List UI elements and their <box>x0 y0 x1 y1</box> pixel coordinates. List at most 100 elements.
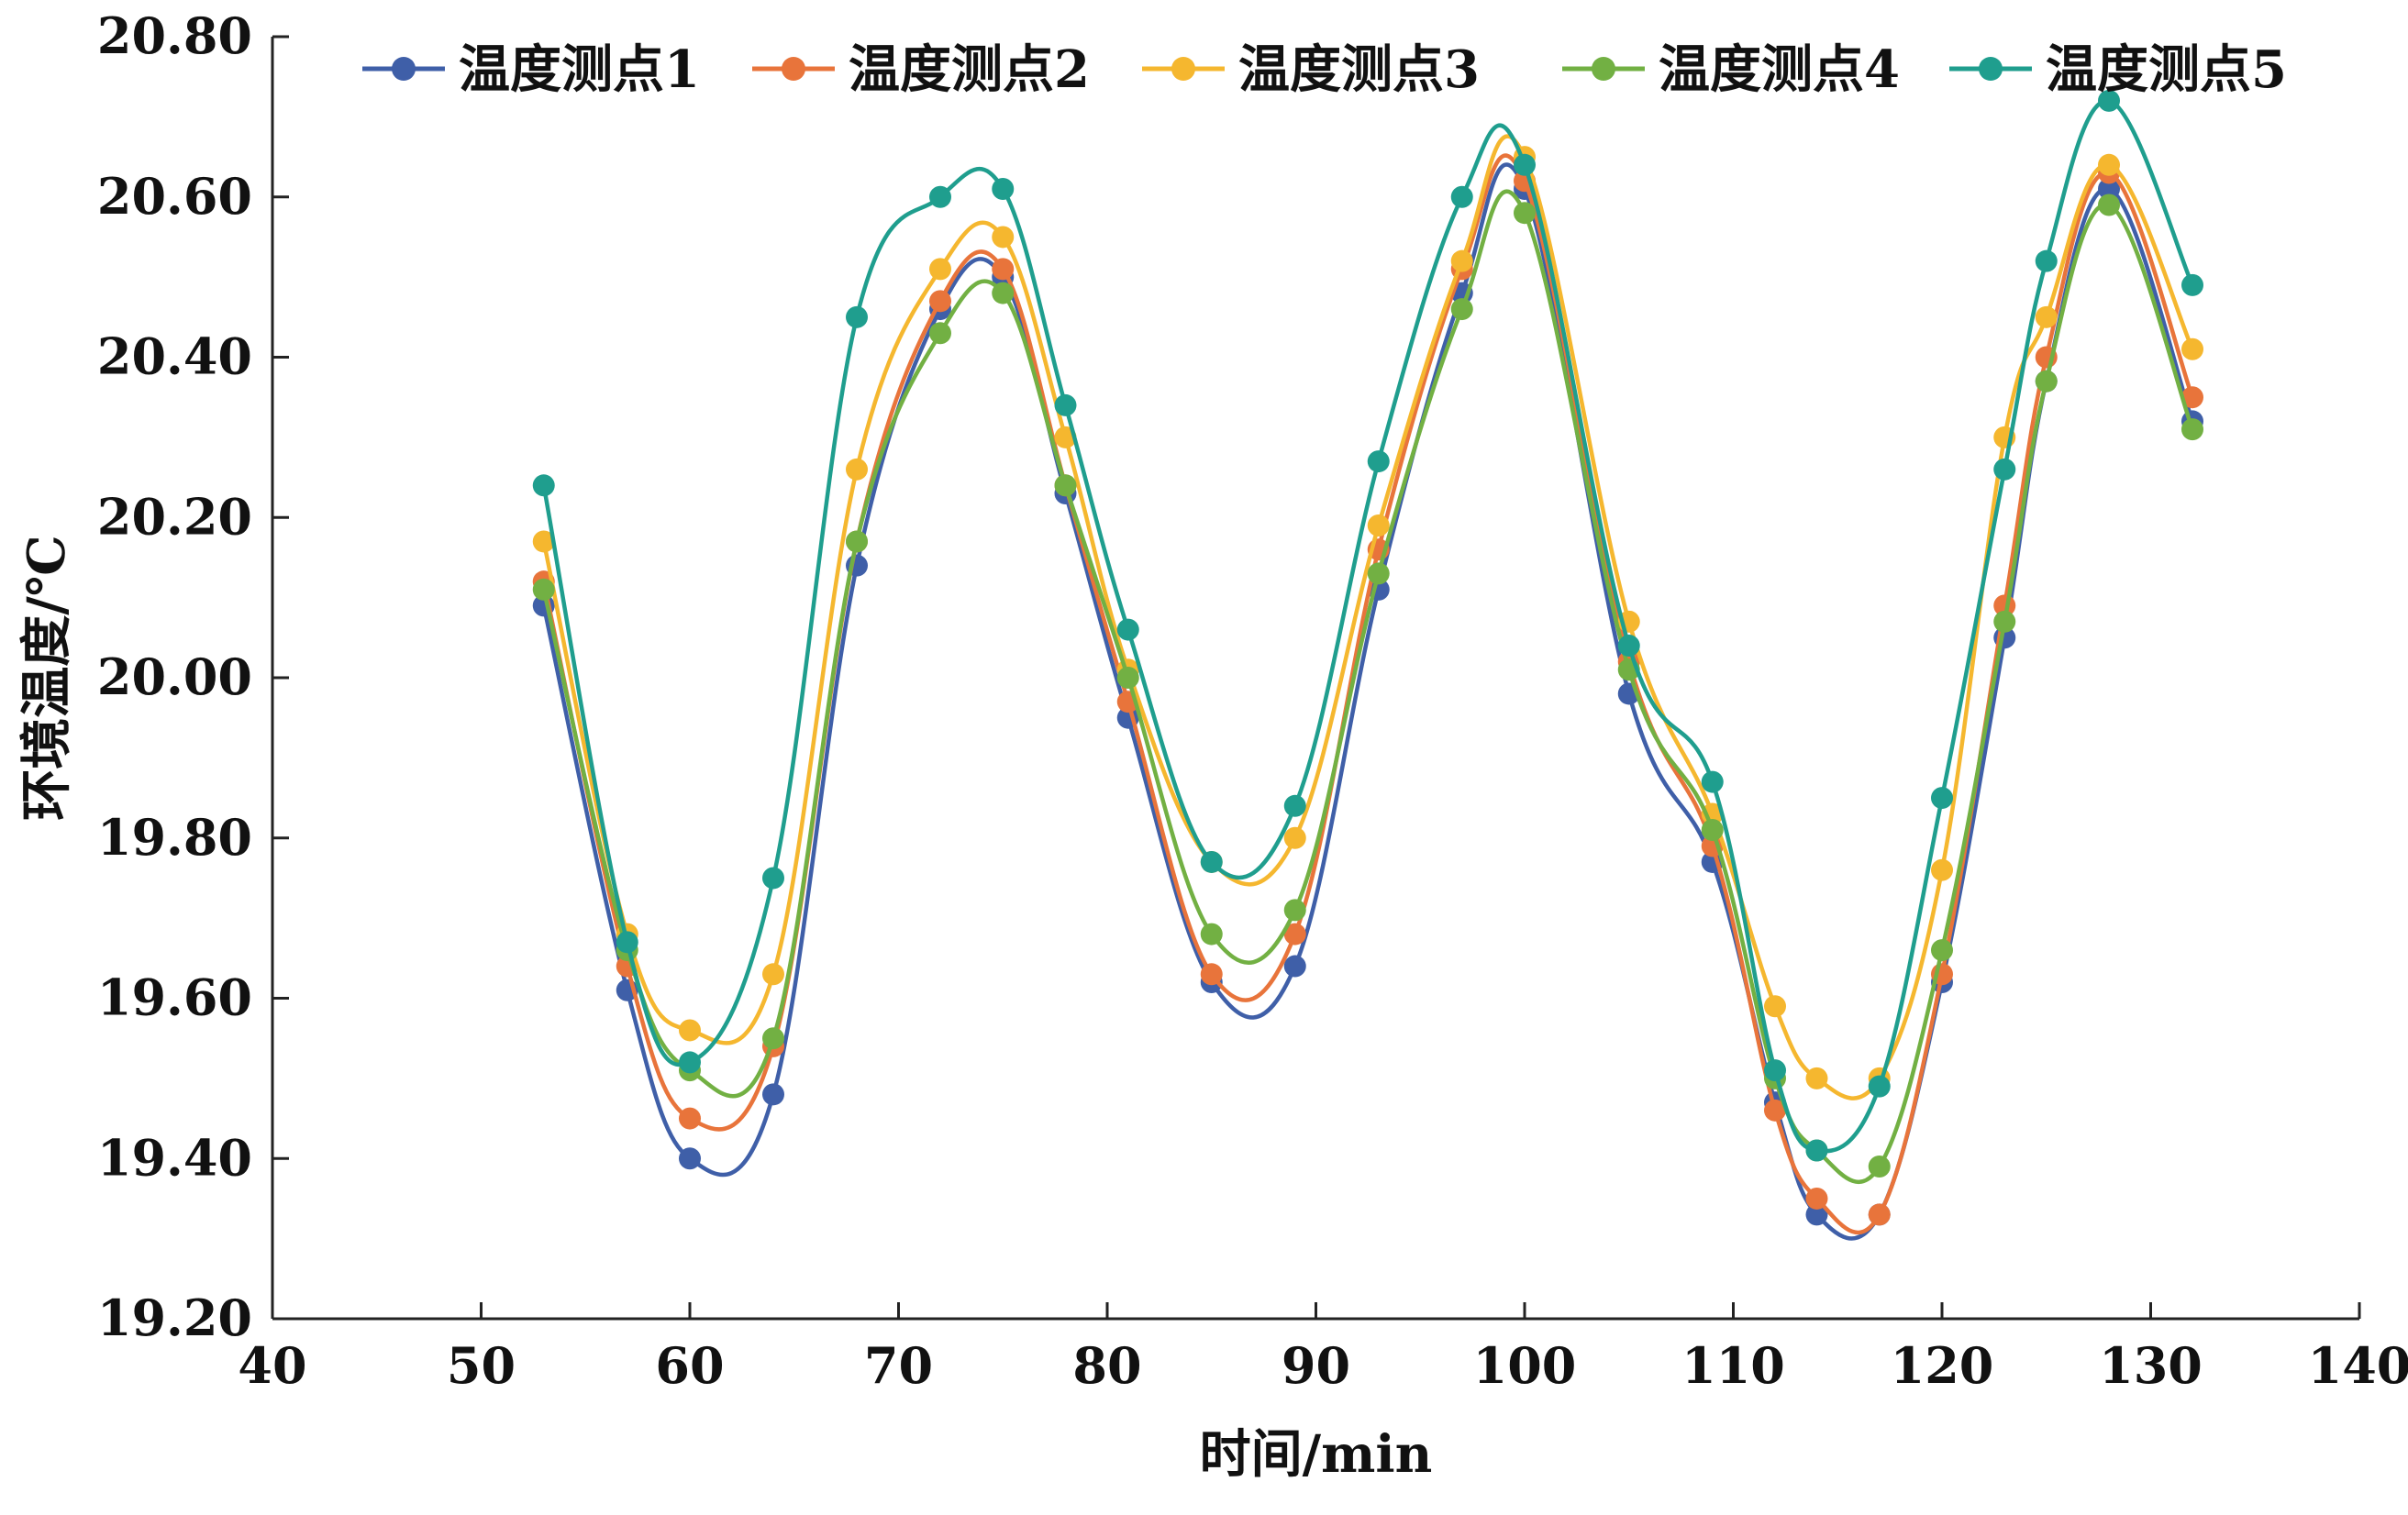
data-point <box>1868 1155 1891 1178</box>
data-point <box>1931 939 1953 962</box>
y-axis-title: 环境温度/℃ <box>17 535 77 821</box>
data-point <box>1993 610 2016 633</box>
data-point <box>1283 826 1306 849</box>
axes: 19.20 19.40 19.60 19.80 20.00 20.20 20.40 20.60… <box>97 6 2408 1395</box>
x-tick-label: 40 <box>238 1336 306 1395</box>
data-point <box>1283 923 1306 945</box>
data-point <box>1283 955 1306 978</box>
data-point <box>532 530 555 553</box>
legend-item-1: 温度测点1 <box>362 39 700 100</box>
data-point <box>679 1051 701 1074</box>
data-point <box>2098 153 2120 176</box>
legend-marker <box>782 57 805 81</box>
legend-label: 温度测点4 <box>1659 39 1900 100</box>
x-tick-label: 120 <box>1891 1336 1994 1395</box>
data-point <box>2035 305 2058 328</box>
data-point <box>1764 995 1786 1018</box>
legend-item-3: 温度测点3 <box>1142 39 1480 100</box>
data-point <box>1367 450 1390 473</box>
data-point <box>2181 337 2203 360</box>
x-tick-label: 100 <box>1473 1336 1577 1395</box>
x-tick-label: 90 <box>1282 1336 1350 1395</box>
data-point <box>1054 474 1077 497</box>
data-point <box>1450 185 1473 208</box>
data-point <box>762 1083 784 1106</box>
data-point <box>1764 1059 1786 1082</box>
data-point <box>1805 1067 1828 1089</box>
legend-item-5: 温度测点5 <box>1949 39 2287 100</box>
data-point <box>1931 787 1953 810</box>
data-point <box>2098 194 2120 216</box>
legend-label: 温度测点2 <box>849 39 1090 100</box>
legend-label: 温度测点3 <box>1238 39 1480 100</box>
legend-item-4: 温度测点4 <box>1562 39 1900 100</box>
data-point <box>2098 89 2120 112</box>
data-point <box>1514 153 1536 176</box>
data-point <box>1200 850 1223 873</box>
data-point <box>1283 794 1306 817</box>
data-point <box>1283 899 1306 922</box>
data-point <box>1868 1075 1891 1098</box>
data-point <box>1200 923 1223 945</box>
data-point <box>1450 298 1473 321</box>
y-tick-label: 20.00 <box>97 647 252 706</box>
data-point <box>1764 1099 1786 1122</box>
series-line-2 <box>541 153 2195 1235</box>
data-point <box>846 305 868 328</box>
legend-marker <box>392 57 416 81</box>
data-point <box>1701 770 1724 793</box>
y-tick-label: 20.80 <box>97 6 252 65</box>
legend: 温度测点1 温度测点2 温度测点3 温度测点4 温度测点5 <box>362 39 2287 100</box>
series-4 <box>532 189 2203 1184</box>
data-point <box>2035 370 2058 393</box>
data-point <box>1514 202 1536 225</box>
y-tick-label: 20.20 <box>97 487 252 546</box>
data-point <box>846 458 868 481</box>
series-2 <box>532 153 2203 1235</box>
data-point <box>846 530 868 553</box>
legend-label: 温度测点5 <box>2046 39 2287 100</box>
data-point <box>2181 418 2203 441</box>
y-tick-label: 19.60 <box>97 968 252 1027</box>
data-point <box>1868 1203 1891 1226</box>
x-tick-label: 80 <box>1072 1336 1141 1395</box>
legend-item-2: 温度测点2 <box>752 39 1090 100</box>
data-point <box>1367 562 1390 585</box>
data-point <box>616 931 638 954</box>
data-point <box>762 1027 784 1050</box>
data-point <box>1450 249 1473 272</box>
x-tick-label: 70 <box>864 1336 933 1395</box>
y-tick-label: 20.60 <box>97 167 252 226</box>
y-tick-label: 19.80 <box>97 808 252 867</box>
data-point <box>1701 819 1724 842</box>
data-point <box>1054 393 1077 416</box>
series-line-4 <box>541 189 2195 1184</box>
data-point <box>1367 514 1390 536</box>
data-point <box>1805 1139 1828 1162</box>
data-point <box>1993 458 2016 481</box>
data-point <box>1116 667 1139 689</box>
legend-label: 温度测点1 <box>459 39 700 100</box>
data-point <box>762 867 784 890</box>
series-line-3 <box>541 134 2195 1100</box>
data-point <box>532 578 555 601</box>
y-tick-label: 19.20 <box>97 1288 252 1347</box>
data-point <box>1200 963 1223 986</box>
data-point <box>2098 178 2120 201</box>
data-point <box>992 226 1015 249</box>
series-1 <box>532 162 2203 1241</box>
legend-marker <box>1979 57 2003 81</box>
series-layer <box>532 89 2203 1241</box>
x-tick-label: 130 <box>2099 1336 2203 1395</box>
data-point <box>679 1019 701 1042</box>
data-point <box>762 963 784 986</box>
data-point <box>679 1107 701 1130</box>
legend-marker <box>1592 57 1615 81</box>
data-point <box>992 178 1015 201</box>
series-5 <box>532 89 2203 1162</box>
data-point <box>929 322 951 345</box>
data-point <box>992 282 1015 304</box>
data-point <box>1931 858 1953 881</box>
